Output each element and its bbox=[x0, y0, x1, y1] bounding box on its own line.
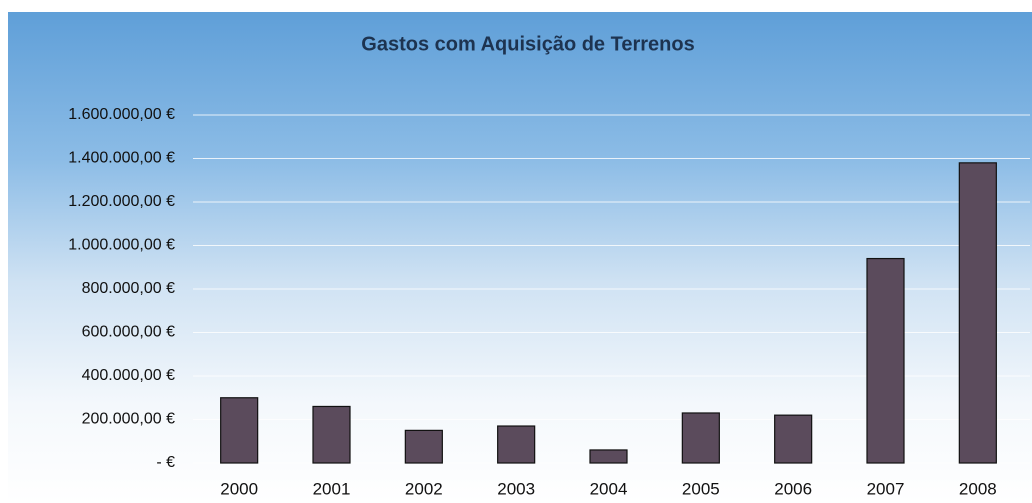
bar bbox=[404, 429, 443, 464]
y-tick-label: 200.000,00 € bbox=[82, 411, 176, 428]
x-tick-label: 2001 bbox=[313, 479, 351, 498]
bar bbox=[497, 425, 536, 464]
bar bbox=[866, 257, 905, 464]
bar bbox=[312, 405, 351, 464]
x-tick-label: 2008 bbox=[959, 479, 997, 498]
x-tick-label: 2000 bbox=[220, 479, 258, 498]
x-tick-label: 2004 bbox=[590, 479, 628, 498]
y-tick-label: 1.400.000,00 € bbox=[68, 150, 175, 167]
x-tick-label: 2003 bbox=[497, 479, 535, 498]
y-tick-label: 600.000,00 € bbox=[82, 324, 176, 341]
bar bbox=[589, 449, 628, 464]
chart-title: Gastos com Aquisição de Terrenos bbox=[361, 33, 694, 55]
y-tick-label: 1.600.000,00 € bbox=[68, 106, 175, 123]
chart-background bbox=[8, 12, 1032, 503]
x-tick-label: 2002 bbox=[405, 479, 443, 498]
bar bbox=[774, 414, 813, 464]
y-tick-label: 1.200.000,00 € bbox=[68, 193, 175, 210]
y-tick-label: - € bbox=[156, 454, 175, 471]
bar bbox=[220, 397, 259, 464]
bar bbox=[681, 412, 720, 464]
y-tick-label: 1.000.000,00 € bbox=[68, 237, 175, 254]
x-tick-label: 2006 bbox=[774, 479, 812, 498]
bar bbox=[958, 162, 997, 464]
x-tick-label: 2005 bbox=[682, 479, 720, 498]
x-tick-label: 2007 bbox=[867, 479, 905, 498]
y-tick-label: 400.000,00 € bbox=[82, 367, 176, 384]
y-tick-label: 800.000,00 € bbox=[82, 280, 176, 297]
